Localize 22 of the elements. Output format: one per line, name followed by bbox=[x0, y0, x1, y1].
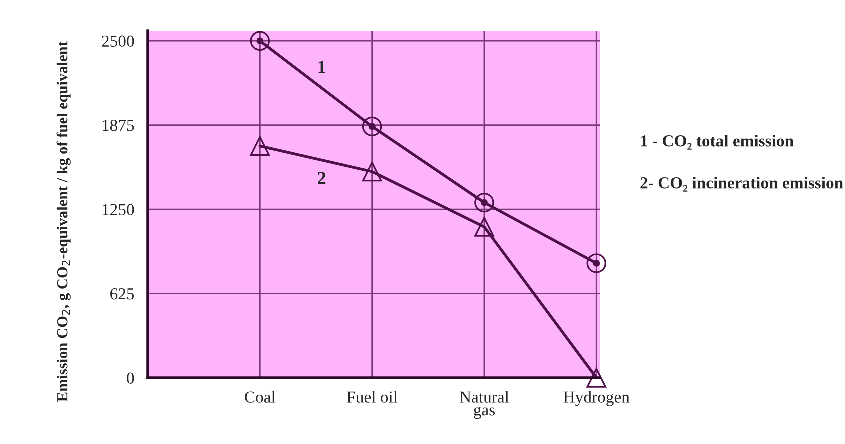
x-tick-label: Fuel oil bbox=[347, 391, 398, 403]
y-axis-title: Emission CO$_{2}$, g CO$_{2}$-equivalent / kg of fuel equivalent bbox=[56, 42, 71, 402]
y-tick-label: 625 bbox=[110, 288, 134, 300]
y-tick-label: 1250 bbox=[102, 204, 134, 216]
x-tick-label: Coal bbox=[245, 391, 276, 403]
series-label: 2 bbox=[318, 172, 326, 184]
point bbox=[586, 254, 606, 274]
y-tick-label: 2500 bbox=[102, 36, 134, 48]
point bbox=[250, 31, 270, 51]
y-tick-label: 0 bbox=[127, 372, 134, 384]
x-tick-label: Natural gas bbox=[460, 391, 510, 420]
point bbox=[474, 217, 494, 237]
text: 2- CO₂ incineration emission bbox=[640, 177, 844, 192]
y-tick-label: 1875 bbox=[102, 120, 134, 132]
point bbox=[586, 368, 606, 388]
x-tick-label: Hydrogen bbox=[564, 391, 630, 406]
text: 1 - CO₂ total emission bbox=[641, 135, 794, 150]
point bbox=[362, 116, 382, 137]
point bbox=[250, 136, 270, 156]
point bbox=[362, 162, 382, 182]
series-label: 1 bbox=[318, 61, 326, 74]
point bbox=[474, 192, 494, 213]
